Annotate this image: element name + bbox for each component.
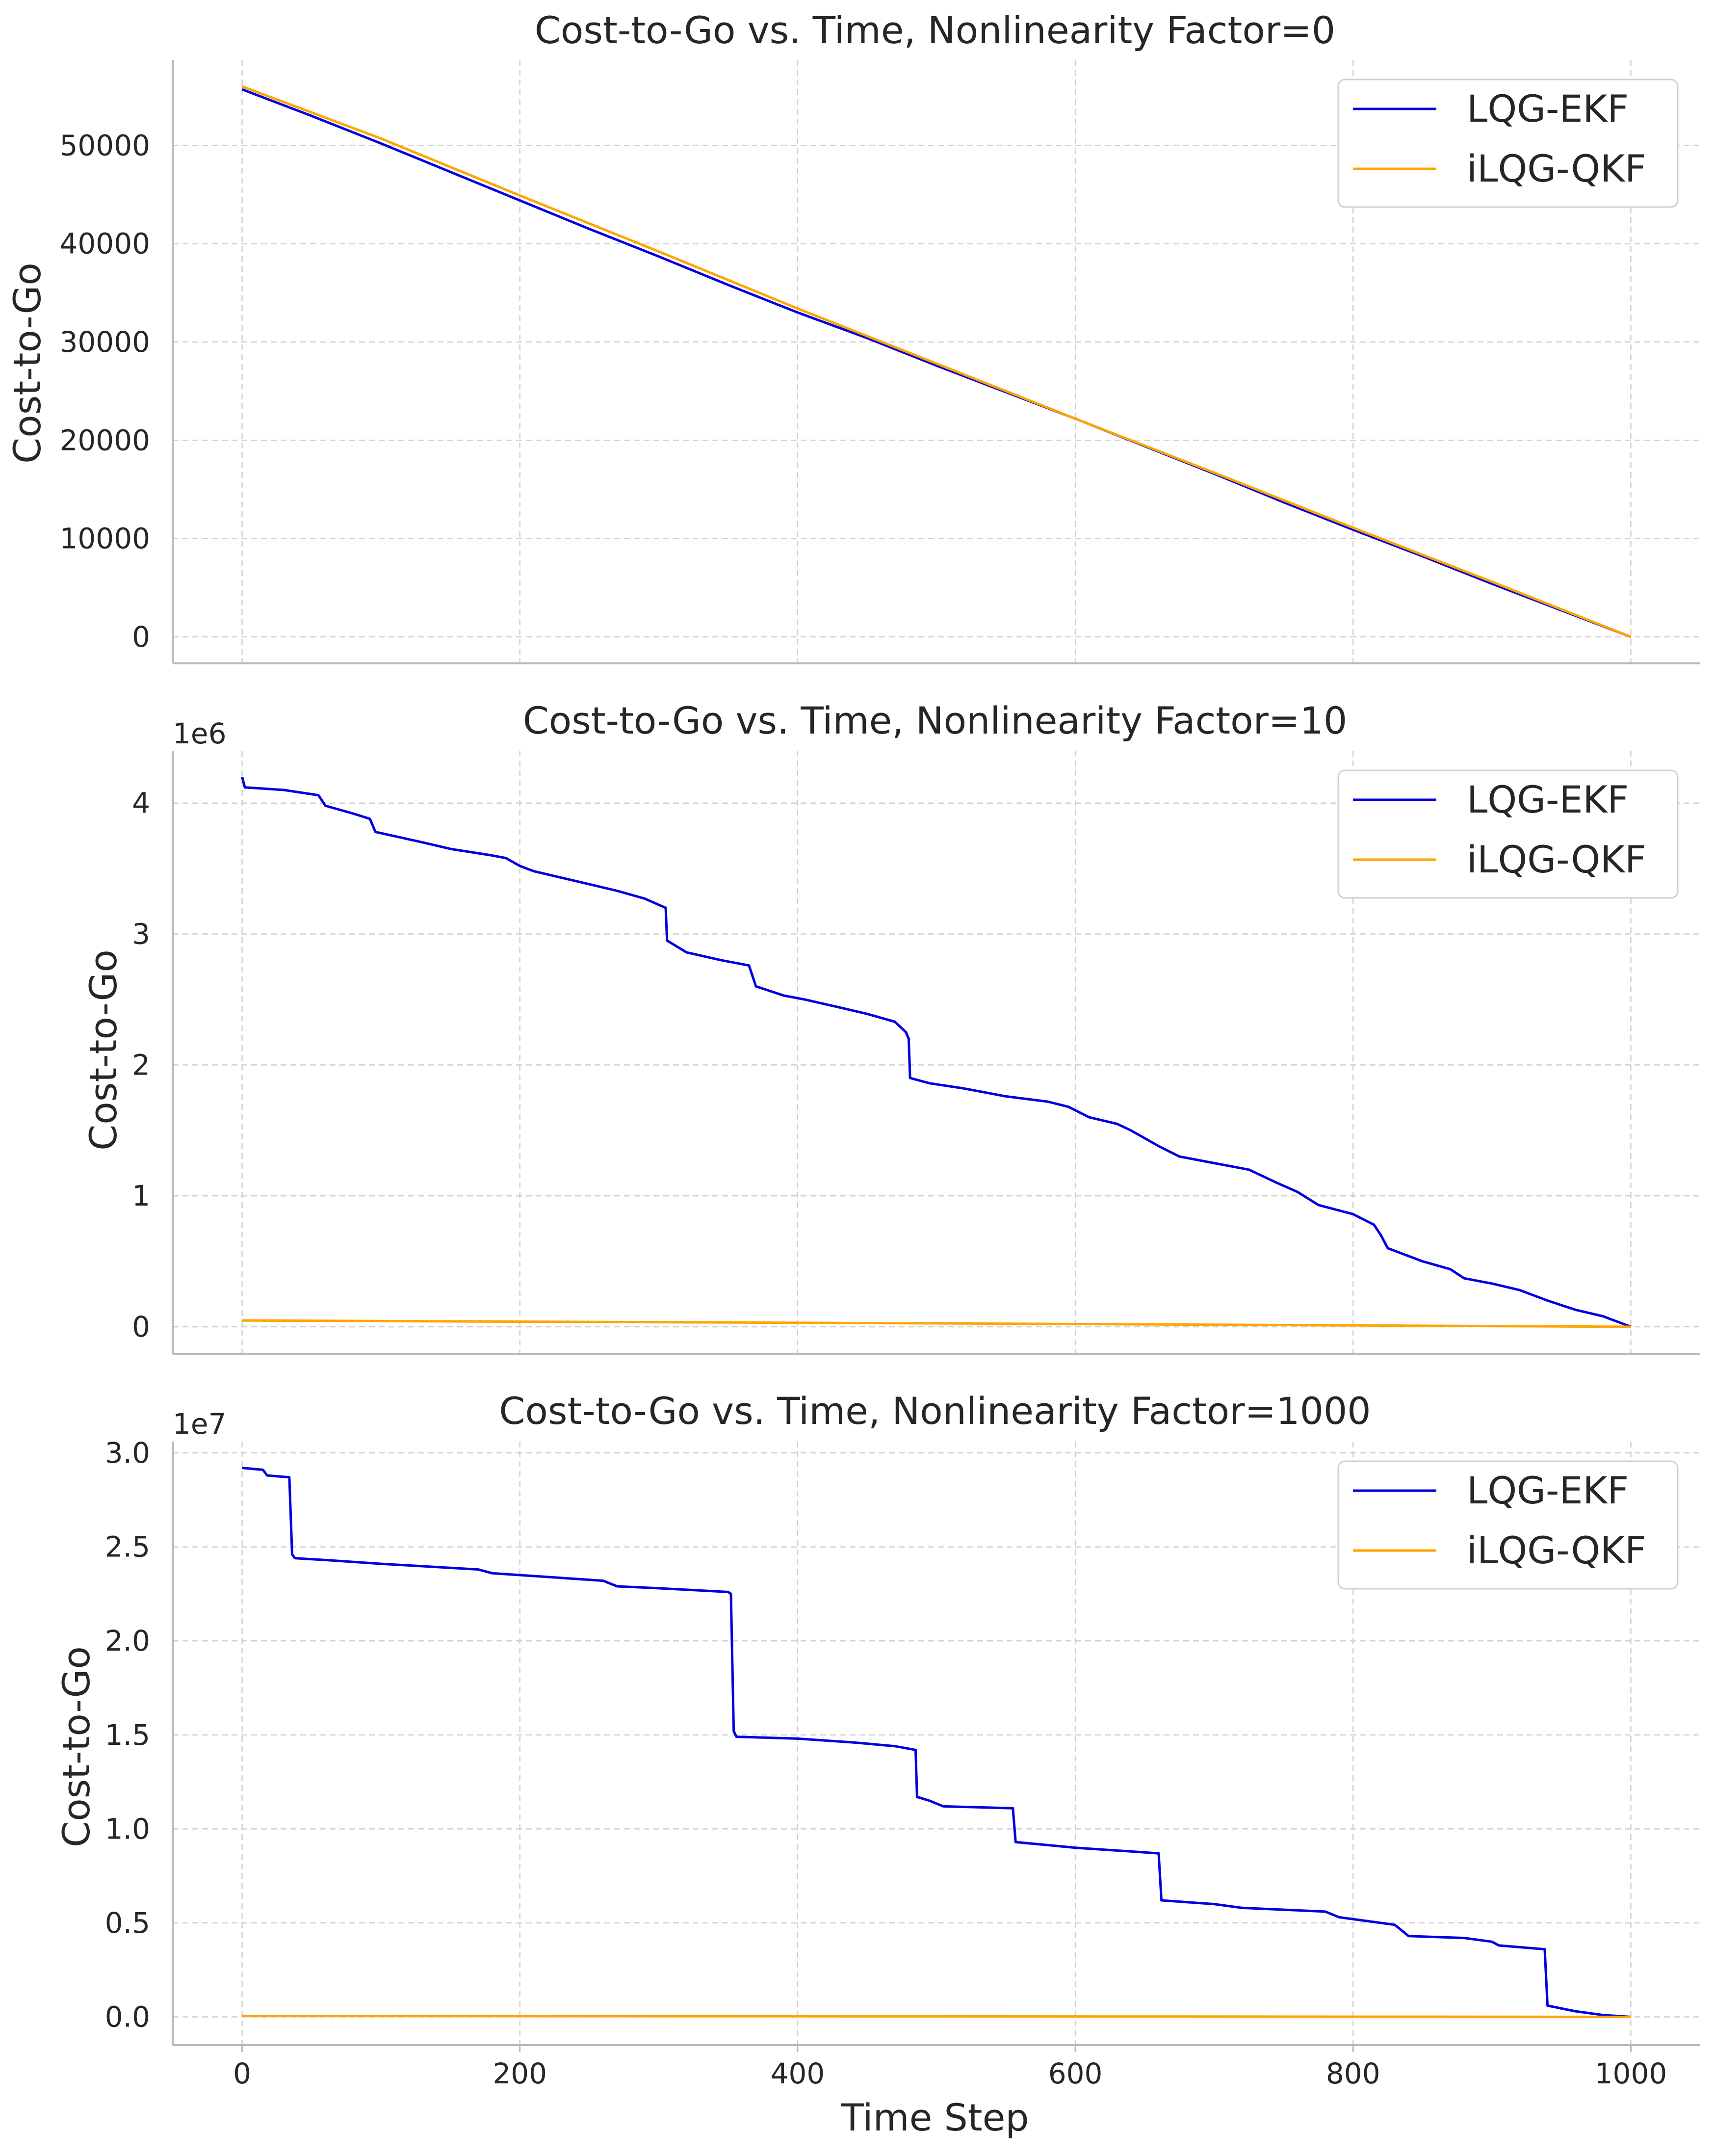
y-axis-label: Cost-to-Go (54, 1646, 98, 1847)
series-line-ilqg-qkf (242, 1319, 1631, 1328)
legend: LQG-EKF iLQG-QKF (1337, 79, 1679, 208)
y-tick-label: 4 (132, 787, 150, 820)
y-tick-label: 1.0 (105, 1812, 150, 1845)
legend-box (1337, 769, 1679, 899)
y-tick-label: 40000 (59, 227, 150, 261)
y-tick-label: 30000 (59, 325, 150, 359)
y-tick-label: 0 (132, 1310, 150, 1343)
x-tick-label: 800 (1326, 2057, 1380, 2090)
x-tick-label: 0 (233, 2057, 251, 2090)
y-tick-label: 2.5 (105, 1530, 150, 1564)
x-tick-label: 1000 (1595, 2057, 1667, 2090)
panel-title: Cost-to-Go vs. Time, Nonlinearity Factor… (535, 8, 1335, 52)
y-tick-label: 2 (132, 1048, 150, 1081)
y-tick-label: 1.5 (105, 1718, 150, 1752)
series-line-ilqg-qkf (242, 2015, 1631, 2018)
series-line-lqg-ekf (241, 776, 1632, 1328)
legend: LQG-EKF iLQG-QKF (1337, 1460, 1679, 1590)
legend-label-lqg-ekf: LQG-EKF (1467, 1469, 1629, 1512)
series-lines (241, 85, 1632, 638)
y-tick-label: 1 (132, 1179, 150, 1212)
legend: LQG-EKF iLQG-QKF (1337, 769, 1679, 899)
y-tick-label: 0.0 (105, 2000, 150, 2034)
legend-label-ilqg-qkf: iLQG-QKF (1467, 147, 1646, 190)
axes: 0 200 400 600 800 1000 0.0 0.5 1.0 1.5 2.0 2.5 3.0 (105, 1436, 1700, 2090)
axes: 0 1 2 3 4 (132, 751, 1700, 1355)
x-tick-label: 600 (1048, 2057, 1103, 2090)
y-tick-label: 3 (132, 918, 150, 951)
panel-title: Cost-to-Go vs. Time, Nonlinearity Factor… (523, 699, 1348, 742)
series-line-lqg-ekf (241, 88, 1632, 638)
y-tick-label: 10000 (59, 522, 150, 555)
panel-title: Cost-to-Go vs. Time, Nonlinearity Factor… (499, 1389, 1371, 1433)
axes: 0 10000 20000 30000 40000 50000 (59, 60, 1700, 664)
y-tick-label: 0 (132, 620, 150, 654)
series-line-lqg-ekf (242, 1467, 1631, 2018)
y-axis-label: Cost-to-Go (5, 263, 49, 464)
offset-text: 1e7 (173, 1407, 227, 1441)
legend-box (1337, 79, 1679, 208)
y-tick-label: 50000 (59, 129, 150, 162)
panel-nonlinearity-1000: Cost-to-Go vs. Time, Nonlinearity Factor… (54, 1389, 1700, 2139)
y-tick-label: 20000 (59, 423, 150, 457)
legend-label-ilqg-qkf: iLQG-QKF (1467, 1528, 1646, 1572)
x-axis-label: Time Step (840, 2096, 1029, 2139)
y-axis-label: Cost-to-Go (81, 949, 125, 1151)
series-lines (242, 1467, 1631, 2018)
series-lines (241, 776, 1632, 1328)
series-line-ilqg-qkf (241, 85, 1632, 638)
y-tick-label: 0.5 (105, 1906, 150, 1940)
legend-label-lqg-ekf: LQG-EKF (1467, 778, 1629, 821)
legend-label-ilqg-qkf: iLQG-QKF (1467, 838, 1646, 881)
panel-nonlinearity-10: Cost-to-Go vs. Time, Nonlinearity Factor… (81, 699, 1700, 1355)
legend-label-lqg-ekf: LQG-EKF (1467, 87, 1629, 131)
x-tick-label: 400 (771, 2057, 825, 2090)
panel-nonlinearity-0: Cost-to-Go vs. Time, Nonlinearity Factor… (5, 8, 1700, 664)
legend-box (1337, 1460, 1679, 1590)
y-tick-label: 3.0 (105, 1436, 150, 1470)
offset-text: 1e6 (173, 717, 227, 750)
y-tick-label: 2.0 (105, 1624, 150, 1657)
x-tick-label: 200 (493, 2057, 547, 2090)
